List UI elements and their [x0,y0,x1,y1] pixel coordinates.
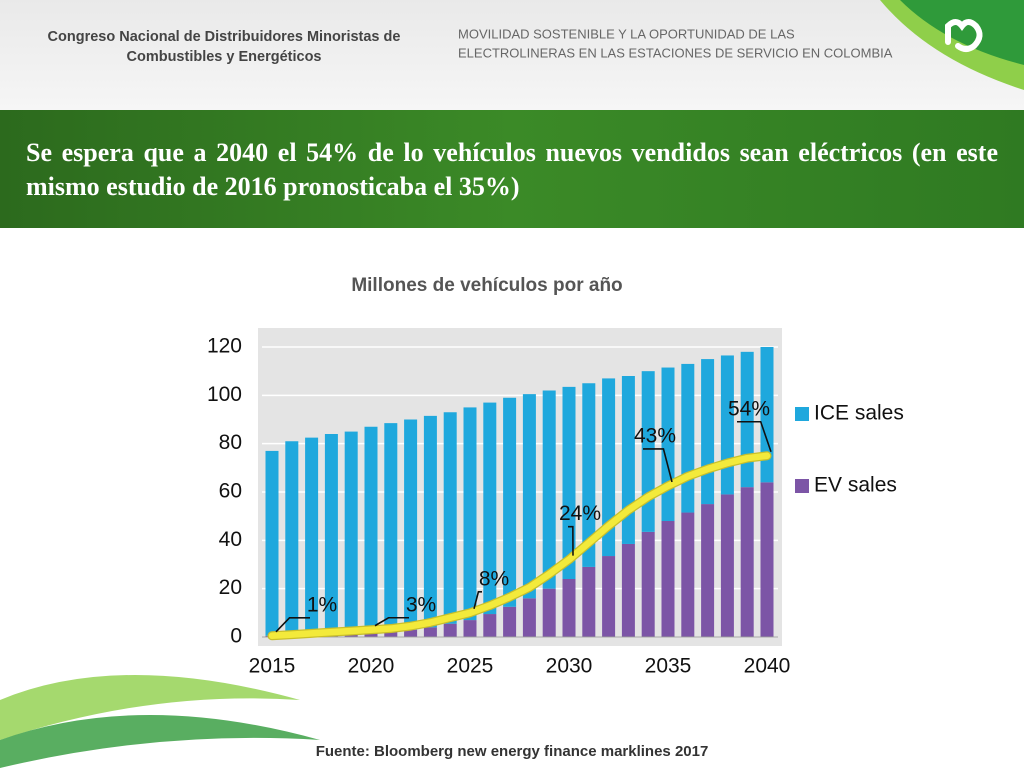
annotation-leader [643,448,673,483]
y-tick-label: 80 [219,431,242,454]
bar [641,531,655,637]
annotation-label: 1% [307,593,337,616]
bar [562,579,576,637]
bar [701,504,715,637]
y-tick-label: 20 [219,576,242,599]
x-tick-label: 2020 [348,655,395,678]
bar [305,437,319,635]
header-bg [0,0,1024,110]
bar [661,521,675,637]
y-tick-label: 60 [219,480,242,503]
annotation-label: 8% [479,567,509,590]
legend-label: ICE sales [814,402,904,425]
bar [344,431,358,633]
bar [582,383,596,567]
bar [522,598,536,637]
bar [760,482,774,637]
header-left: Congreso Nacional de Distribuidores Mino… [48,29,401,45]
footer-swoosh [0,675,300,740]
bar [522,394,536,599]
bar [720,494,734,637]
y-tick-label: 100 [207,383,242,406]
x-tick-label: 2015 [249,655,296,678]
bar [404,419,418,630]
annotation-leader [473,591,482,610]
logo-bg [900,0,1024,65]
banner-title: Se espera que a 2040 el 54% de lo vehícu… [26,138,998,201]
bar [740,487,754,637]
trend-line [268,452,771,640]
bar [423,627,437,637]
bar [701,359,715,505]
footer-swoosh [0,715,320,768]
banner-bg [0,110,1024,228]
bar [621,376,635,544]
bar [265,450,279,636]
annotation-label: 24% [559,502,601,525]
bar [681,512,695,637]
header-right: MOVILIDAD SOSTENIBLE Y LA OPORTUNIDAD DE… [458,26,795,41]
bar [602,556,616,637]
bar [503,397,517,607]
bar [602,378,616,557]
legend-swatch [795,407,809,421]
bar [503,606,517,637]
y-tick-label: 0 [230,625,242,648]
bar [443,412,457,624]
y-tick-label: 40 [219,528,242,551]
bar [483,614,497,637]
bar [384,630,398,637]
y-tick-label: 120 [207,335,242,358]
annotation-label: 43% [634,425,676,448]
x-tick-label: 2040 [744,655,791,678]
bar [384,423,398,631]
logo-mark [945,19,983,52]
bar [720,355,734,495]
bar [364,632,378,637]
x-tick-label: 2035 [645,655,692,678]
bar [483,402,497,615]
chart-title: Millones de vehículos por año [351,275,622,296]
bar [641,371,655,532]
bar [542,588,556,637]
x-tick-label: 2030 [546,655,593,678]
annotation-leader [275,616,310,633]
bar [463,407,477,621]
header-left: Combustibles y Energéticos [127,49,322,65]
annotation-label: 54% [728,397,770,420]
bar [542,390,556,589]
legend-swatch [795,479,809,493]
annotation-leader [374,616,409,627]
bar [681,363,695,513]
bar [463,620,477,637]
bar [443,623,457,637]
header-right: ELECTROLINERAS EN LAS ESTACIONES DE SERV… [458,45,893,60]
legend-label: EV sales [814,474,897,497]
source-note: Fuente: Bloomberg new energy finance mar… [316,743,709,760]
bar [404,629,418,637]
bar [324,434,338,634]
bar [582,566,596,637]
bar [621,543,635,637]
annotation-label: 3% [406,593,436,616]
annotation-leader [737,420,772,453]
bar [364,426,378,633]
annotation-leader [568,525,574,556]
bar [423,415,437,628]
bar [285,441,299,636]
x-tick-label: 2025 [447,655,494,678]
